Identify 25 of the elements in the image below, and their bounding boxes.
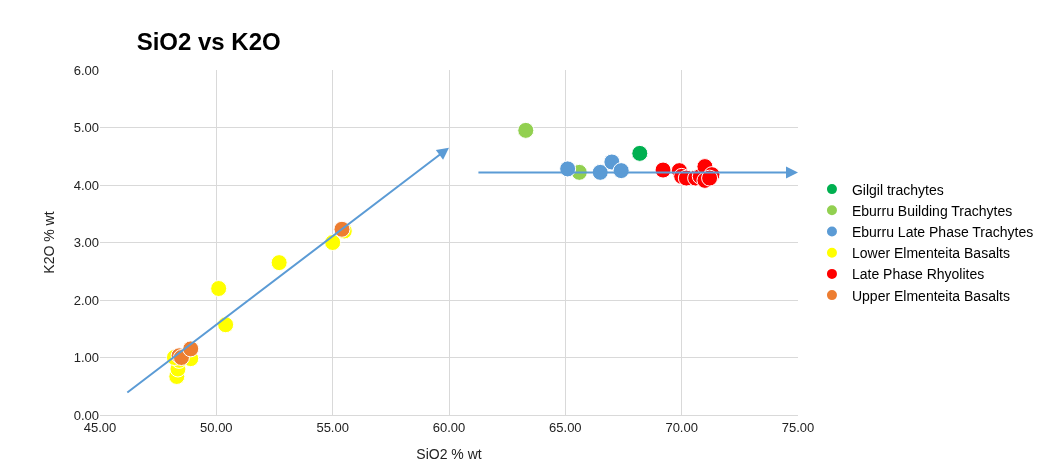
point bbox=[517, 121, 535, 139]
legend-label: Eburru Late Phase Trachytes bbox=[851, 223, 1034, 240]
legend-label: Gilgil trachytes bbox=[851, 181, 944, 198]
y-axis-title: K2O % wt bbox=[41, 211, 58, 274]
point bbox=[270, 254, 288, 272]
legend-label: Eburru Building Trachytes bbox=[851, 202, 1013, 219]
y-tick-label: 3.00 bbox=[73, 235, 99, 251]
legend-label: Late Phase Rhyolites bbox=[851, 266, 985, 283]
y-tick-label: 6.00 bbox=[73, 62, 99, 78]
x-tick-label: 75.00 bbox=[781, 419, 815, 435]
y-tick-label: 2.00 bbox=[73, 292, 99, 308]
legend-label: Upper Elmenteita Basalts bbox=[851, 287, 1010, 304]
x-tick-label: 70.00 bbox=[665, 419, 698, 435]
legend-label: Lower Elmenteita Basalts bbox=[851, 245, 1010, 262]
point bbox=[210, 280, 228, 297]
chart-title: SiO2 vs K2O bbox=[136, 28, 281, 56]
x-axis-title: SiO2 % wt bbox=[416, 445, 482, 462]
x-tick-label: 55.00 bbox=[316, 419, 349, 435]
y-tick-label: 5.00 bbox=[73, 120, 99, 136]
y-tick-label: 4.00 bbox=[73, 177, 99, 193]
x-tick-label: 50.00 bbox=[200, 419, 233, 435]
x-tick-label: 60.00 bbox=[432, 419, 466, 435]
point bbox=[631, 144, 649, 162]
x-tick-label: 65.00 bbox=[549, 419, 582, 435]
y-tick-label: 1.00 bbox=[73, 350, 99, 366]
